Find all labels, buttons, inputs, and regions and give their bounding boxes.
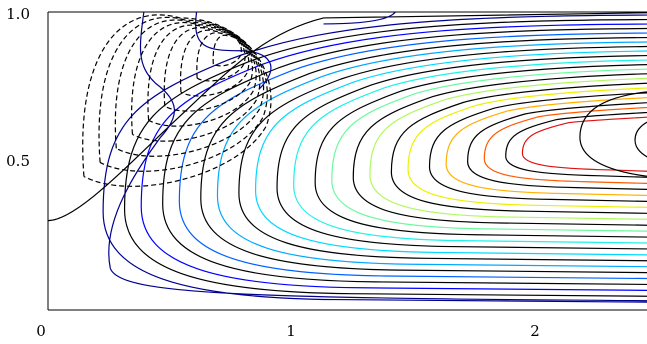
y-tick-label-0.5: 0.5 [6,152,30,170]
contour-line-negative [82,14,272,187]
contour-line-colored [331,68,647,232]
contour-line-colored [102,14,647,303]
contour-line-colored [254,50,647,256]
contour-line-negative [179,29,250,97]
contour-lines [48,12,647,303]
contour-line-negative [131,21,261,142]
contour-line-colored [407,87,647,208]
contour-line-colored [521,116,647,172]
contour-line-black [200,36,647,274]
contour-line-black [276,54,647,250]
contour-line-black [634,121,647,158]
contour-line-colored [140,23,647,291]
y-tick-label-1.0: 1.0 [6,5,30,23]
contour-line-negative [147,24,257,127]
contour-line-colored [108,12,647,302]
contour-line-black [48,12,647,222]
x-tick-label-1: 1 [286,322,296,340]
contour-line-colored [216,41,647,268]
contour-line-colored [323,12,396,25]
contour-line-black [467,102,647,190]
plot-area [48,12,647,303]
contour-line-black [314,64,647,238]
contour-line-black [162,27,647,286]
contour-line-negative [212,34,242,67]
contour-line-colored [195,12,272,90]
contour-line-black [123,18,647,297]
contour-line-negative [98,16,268,172]
contour-line-negative [196,32,246,82]
contour-line-colored [445,97,647,197]
contour-line-black [505,111,647,178]
contour-line-black [352,73,647,226]
contour-line-colored [178,32,647,280]
contour-line-black [428,92,647,202]
contour-line-colored [483,106,647,184]
contour-line-colored [293,59,647,244]
contour-line-colored [369,77,647,220]
contour-line-negative [114,19,265,157]
x-tick-label-2: 2 [530,322,540,340]
contour-line-black [390,82,647,214]
x-tick-label-0: 0 [36,322,46,340]
contour-line-black [579,91,647,177]
contour-line-negative [163,27,254,112]
